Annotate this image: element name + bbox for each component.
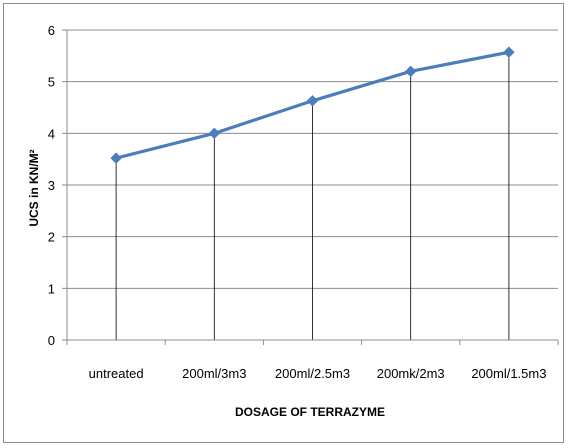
- y-tick-label: 5: [48, 75, 55, 90]
- y-tick-label: 2: [48, 230, 55, 245]
- data-point: [503, 46, 515, 58]
- x-tick-label: untreated: [89, 366, 144, 381]
- x-tick-label: 200mk/2m3: [377, 366, 445, 381]
- y-tick-label: 6: [48, 23, 55, 38]
- series-layer: [110, 46, 515, 164]
- drop-lines: [115, 52, 510, 340]
- y-tick-label: 3: [48, 178, 55, 193]
- y-tick-labels: 0 1 2 3 4 5 6: [48, 23, 55, 348]
- data-point: [306, 95, 319, 107]
- y-tick-label: 4: [48, 126, 55, 141]
- x-axis-title: DOSAGE OF TERRAZYME: [235, 405, 385, 419]
- data-point: [110, 152, 122, 164]
- gridlines: [67, 29, 558, 289]
- x-tick-label: 200ml/1.5m3: [471, 366, 546, 381]
- chart-frame: [3, 3, 564, 443]
- x-tick-label: 200ml/3m3: [182, 366, 246, 381]
- y-tick-label: 1: [48, 281, 55, 296]
- data-point: [404, 65, 417, 78]
- x-tick-label: 200ml/2.5m3: [275, 366, 350, 381]
- x-tick-labels: untreated 200ml/3m3 200ml/2.5m3 200mk/2m3 20…: [89, 366, 547, 381]
- y-tick-label: 0: [48, 333, 55, 348]
- data-point: [208, 127, 221, 140]
- axes: [62, 29, 559, 345]
- y-axis-title: UCS in KN/M²: [27, 149, 41, 226]
